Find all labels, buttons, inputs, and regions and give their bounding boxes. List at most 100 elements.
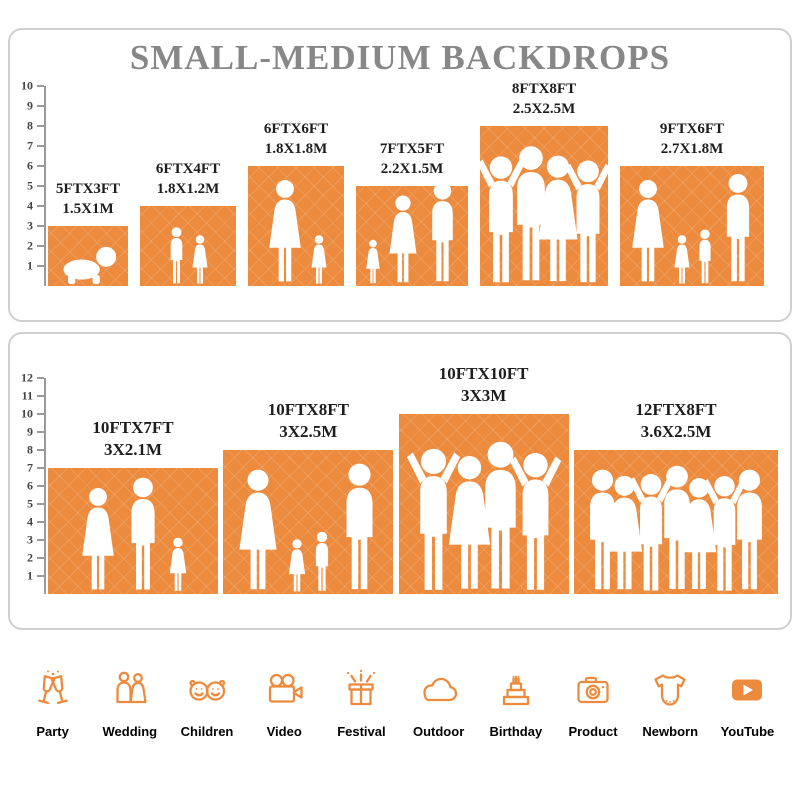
wedding-icon [116, 671, 147, 704]
ruler-number: 3 [27, 532, 33, 547]
silhouette-person-arms-up [560, 157, 616, 285]
backdrop-item: 9FTX6FT 2.7X1.8M [620, 120, 764, 286]
size-m: 1.8X1.2M [156, 180, 220, 197]
backdrop-size-label: 12FTX8FT 3.6X2.5M [635, 399, 716, 443]
ruler-number: 10 [21, 78, 33, 93]
size-ft: 10FTX8FT [267, 399, 349, 419]
silhouette-girl [309, 235, 329, 285]
category-children: Children [168, 668, 245, 739]
ruler-number: 8 [27, 118, 33, 133]
category-label: Children [180, 724, 234, 739]
category-label: Party [36, 724, 69, 739]
category-label: Birthday [489, 724, 543, 739]
page-title: SMALL-MEDIUM BACKDROPS [129, 38, 671, 77]
ruler-number: 6 [27, 158, 33, 173]
outdoor-icon [422, 677, 457, 702]
silhouette-girl [672, 235, 692, 285]
backdrop-bar [398, 414, 569, 594]
silhouette-man [424, 181, 461, 285]
silhouette-boy [166, 227, 187, 285]
category-festival: Festival [323, 668, 400, 739]
category-newborn: Newborn [632, 668, 709, 739]
size-m: 2.7X1.8M [660, 140, 724, 157]
silhouette-boy [311, 531, 333, 593]
silhouette-girl [286, 539, 308, 593]
size-ft: 6FTX4FT [155, 161, 221, 177]
bars-row: 10FTX7FT 3X2.1M 10FTX8FT 3X2.5M [48, 363, 778, 594]
ruler-number: 4 [27, 198, 33, 213]
product-icon [577, 676, 609, 704]
silhouette-baby [56, 245, 120, 285]
backdrop-item: 8FTX8FT 2.5X2.5M [480, 80, 608, 286]
backdrop-size-label: 9FTX6FT 2.7X1.8M [660, 120, 724, 159]
silhouette-woman [233, 469, 283, 593]
backdrop-item: 10FTX7FT 3X2.1M [48, 417, 218, 594]
category-youtube: YouTube [709, 668, 786, 739]
festival-icon [347, 669, 376, 706]
ruler-number: 7 [27, 138, 33, 153]
silhouette-man [336, 463, 383, 593]
silhouette-man [718, 173, 758, 285]
ruler-number: 9 [27, 424, 33, 439]
backdrop-bar [248, 166, 344, 286]
ruler-number: 9 [27, 98, 33, 113]
children-icon [189, 679, 226, 701]
ruler-number: 10 [21, 406, 33, 421]
silhouette-woman [385, 195, 421, 285]
ruler-number: 8 [27, 442, 33, 457]
medium-backdrops-panel: 12 11 10 9 8 7 6 5 4 3 2 1 10FTX7FT 3X2.… [8, 332, 792, 630]
category-row: Party Wedding Children Video [14, 668, 786, 739]
size-m: 3.6X2.5M [640, 421, 712, 441]
silhouette-girl [190, 235, 210, 285]
category-label: YouTube [720, 724, 775, 739]
category-video: Video [246, 668, 323, 739]
silhouette-girl [167, 537, 189, 593]
silhouette-man [122, 477, 164, 593]
small-backdrops-panel: SMALL-MEDIUM BACKDROPS 10 9 8 7 6 5 4 3 … [8, 28, 792, 322]
category-label: Product [568, 724, 618, 739]
ruler-number: 6 [27, 478, 33, 493]
silhouette-boy [695, 229, 715, 285]
ruler-number: 2 [27, 550, 33, 565]
category-label: Festival [337, 724, 386, 739]
backdrop-size-label: 5FTX3FT 1.5X1M [56, 180, 120, 219]
ruler-number: 1 [27, 568, 33, 583]
size-m: 3X2.5M [279, 421, 338, 441]
category-wedding: Wedding [91, 668, 168, 739]
size-m: 2.5X2.5M [512, 100, 576, 117]
ruler-number: 11 [21, 388, 33, 403]
bars-row: 5FTX3FT 1.5X1M 6FTX4FT 1.8X1.2M [48, 80, 764, 286]
backdrop-bar [48, 226, 128, 286]
category-label: Video [266, 724, 302, 739]
category-label: Newborn [642, 724, 699, 739]
silhouette-woman [627, 179, 669, 285]
backdrop-item: 12FTX8FT 3.6X2.5M [573, 399, 778, 594]
size-m: 1.8X1.8M [264, 140, 328, 157]
backdrop-size-label: 10FTX8FT 3X2.5M [268, 399, 349, 443]
ruler-number: 7 [27, 460, 33, 475]
backdrop-item: 10FTX8FT 3X2.5M [223, 399, 394, 594]
size-m: 3X3M [460, 385, 507, 405]
size-ft: 10FTX10FT [438, 363, 529, 383]
backdrop-bar [223, 450, 394, 594]
birthday-icon [502, 675, 529, 706]
newborn-icon [654, 674, 686, 706]
category-outdoor: Outdoor [400, 668, 477, 739]
backdrop-size-label: 10FTX7FT 3X2.1M [92, 417, 173, 461]
category-label: Wedding [102, 724, 158, 739]
backdrop-bar [48, 468, 218, 594]
size-m: 1.5X1M [62, 200, 114, 217]
backdrop-item: 6FTX4FT 1.8X1.2M [140, 160, 236, 286]
video-icon [269, 673, 303, 703]
backdrop-size-label: 10FTX10FT 3X3M [439, 363, 529, 407]
silhouette-woman [77, 487, 119, 593]
category-party: Party [14, 668, 91, 739]
silhouette-man [727, 469, 772, 593]
size-ft: 5FTX3FT [55, 181, 121, 197]
ruler-scale: 10 9 8 7 6 5 4 3 2 1 [14, 79, 46, 286]
ruler-number: 3 [27, 218, 33, 233]
size-ft: 9FTX6FT [659, 121, 725, 137]
backdrop-size-label: 7FTX5FT 2.2X1.5M [380, 140, 444, 179]
backdrop-item: 10FTX10FT 3X3M [398, 363, 569, 594]
